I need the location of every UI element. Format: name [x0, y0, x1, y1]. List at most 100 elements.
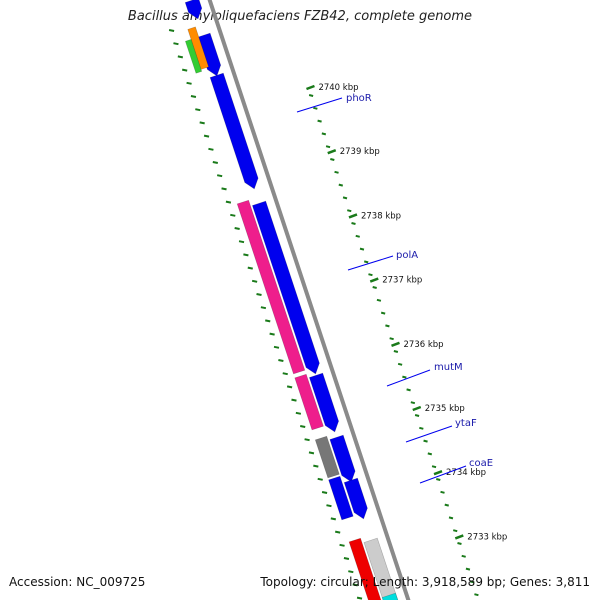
minor-tick-right [427, 452, 433, 456]
minor-tick-left [186, 81, 192, 85]
gene-ytaF [329, 434, 356, 483]
tick-mark [348, 213, 358, 219]
minor-tick-left [348, 570, 354, 574]
minor-tick-right [372, 286, 377, 289]
minor-tick-left [300, 425, 306, 428]
minor-tick-left [251, 279, 258, 283]
minor-tick-right [419, 426, 424, 430]
minor-tick-left [326, 504, 332, 508]
minor-tick-right [313, 106, 318, 110]
minor-tick-left [182, 68, 188, 72]
minor-tick-right [380, 311, 386, 315]
minor-tick-right [436, 478, 441, 481]
minor-tick-left [313, 464, 319, 468]
minor-tick-left [168, 29, 175, 32]
label-leader-line [405, 425, 453, 443]
minor-tick-right [308, 94, 314, 97]
minor-tick-left [282, 372, 288, 376]
genome-info-text: Topology: circular; Length: 3,918,589 bp… [260, 575, 590, 589]
minor-tick-left [343, 557, 350, 560]
minor-tick-right [457, 542, 462, 545]
minor-tick-right [397, 362, 403, 366]
minor-tick-left [177, 55, 184, 59]
gene-blue-right [328, 475, 354, 521]
tick-mark [369, 277, 379, 283]
minor-tick-right [440, 490, 445, 494]
minor-tick-right [376, 298, 382, 302]
gene-labels: phoR polA mutM ytaF coaE [296, 93, 493, 484]
gene-polA [236, 199, 306, 375]
minor-tick-left [199, 121, 205, 125]
minor-tick-right [402, 375, 407, 379]
minor-tick-right [334, 170, 339, 174]
minor-tick-right [330, 158, 335, 161]
gene-coaE [343, 477, 368, 520]
tick-mark [391, 341, 400, 347]
minor-tick-left [334, 530, 341, 534]
label-leader-line [347, 255, 394, 271]
tick-label: 2736 kbp [404, 340, 444, 350]
minor-tick-right [452, 529, 458, 533]
tick-mark [433, 470, 443, 476]
minor-tick-right [389, 337, 394, 341]
minor-tick-left [221, 187, 227, 191]
minor-tick-right [448, 516, 454, 520]
minor-tick-left [260, 306, 267, 310]
gene-label-ytaF: ytaF [455, 418, 477, 429]
minor-tick-left [339, 543, 345, 547]
minor-tick-right [423, 439, 428, 443]
minor-tick-dots [168, 29, 479, 600]
minor-tick-right [410, 401, 416, 405]
minor-tick-left [286, 385, 293, 389]
minor-tick-right [317, 119, 322, 123]
minor-tick-left [208, 147, 214, 151]
minor-tick-left [273, 345, 280, 349]
minor-tick-right [431, 465, 437, 469]
minor-tick-right [469, 580, 475, 584]
gene-features [184, 0, 399, 600]
gene-phoR [209, 72, 259, 190]
gene-red [348, 537, 382, 600]
minor-tick-right [355, 234, 360, 238]
minor-tick-right [465, 567, 471, 571]
tick-label: 2735 kbp [425, 404, 465, 414]
minor-tick-left [190, 95, 197, 98]
minor-tick-left [173, 42, 179, 46]
minor-tick-right [325, 145, 331, 149]
minor-tick-left [321, 491, 328, 494]
minor-tick-right [414, 414, 420, 417]
minor-tick-left [330, 517, 337, 521]
minor-tick-left [295, 411, 302, 415]
minor-tick-right [461, 554, 466, 558]
minor-tick-right [363, 260, 369, 264]
minor-tick-left [212, 161, 218, 164]
gene-gray [314, 435, 340, 479]
tick-mark [327, 149, 337, 155]
minor-tick-right [347, 209, 352, 213]
tick-label: 2739 kbp [340, 147, 380, 157]
minor-tick-left [317, 477, 323, 481]
minor-tick-left [265, 319, 271, 323]
minor-tick-left [352, 583, 358, 587]
minor-tick-left [304, 438, 310, 442]
minor-tick-left [247, 266, 253, 270]
tick-label: 2734 kbp [446, 468, 486, 478]
minor-tick-right [351, 222, 356, 225]
minor-tick-left [234, 227, 240, 230]
gene-label-mutM: mutM [434, 362, 463, 373]
gene-light-gray [363, 537, 399, 600]
minor-tick-right [342, 196, 348, 200]
minor-tick-right [321, 132, 327, 136]
minor-tick-right [368, 273, 373, 277]
tick-mark [454, 534, 464, 540]
minor-tick-left [225, 200, 232, 204]
label-leader-line [419, 465, 467, 484]
tick-label: 2733 kbp [467, 532, 507, 542]
minor-tick-right [444, 503, 449, 507]
tick-mark [306, 84, 315, 91]
minor-tick-left [308, 451, 315, 455]
minor-tick-left [356, 596, 363, 600]
minor-tick-left [195, 108, 201, 112]
minor-tick-right [385, 324, 390, 328]
